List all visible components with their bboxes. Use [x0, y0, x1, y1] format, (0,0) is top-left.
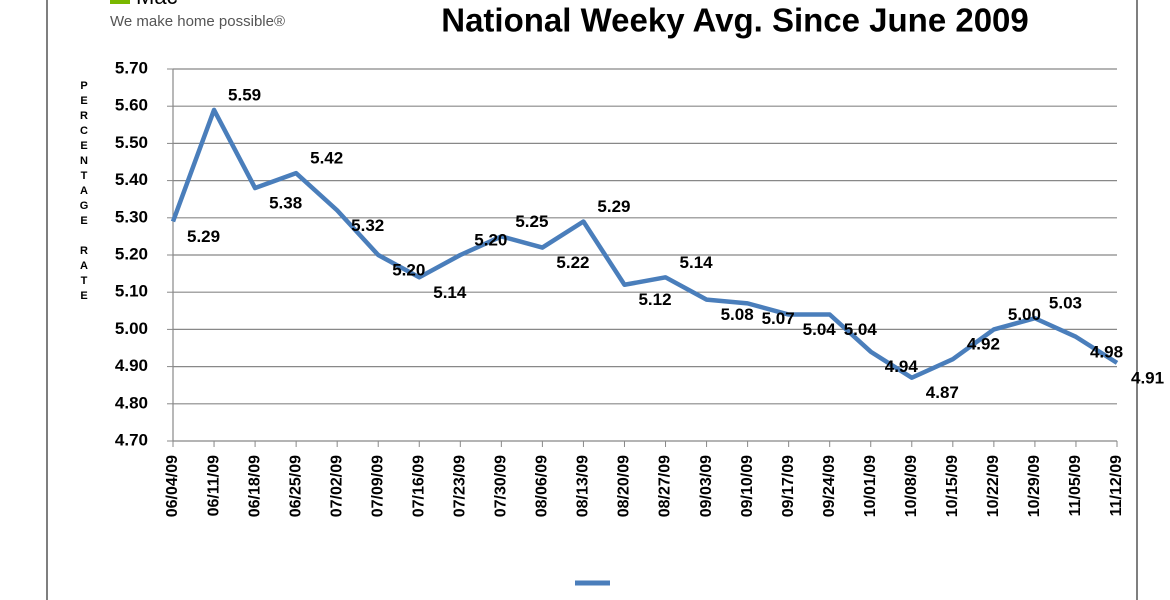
x-tick-label: 10/29/09: [1026, 455, 1043, 517]
logo-tagline: We make home possible®: [110, 13, 285, 30]
x-tick-label: 10/22/09: [985, 455, 1002, 517]
x-tick-label: 10/08/09: [903, 455, 920, 517]
logo-brand: Mac: [136, 0, 178, 9]
x-tick-label: 06/04/09: [164, 455, 181, 517]
data-label: 5.04: [844, 320, 878, 339]
data-label: 5.25: [515, 212, 548, 231]
data-label: 5.20: [474, 230, 507, 249]
data-label: 5.29: [187, 227, 220, 246]
data-line: [170, 107, 1119, 381]
x-tick-label: 09/17/09: [780, 455, 797, 517]
x-tick-label: 08/06/09: [534, 455, 551, 517]
x-tick-label: 07/16/09: [410, 455, 427, 517]
data-label: 5.32: [351, 216, 384, 235]
data-label: 5.03: [1049, 294, 1082, 313]
data-label: 5.04: [803, 320, 837, 339]
y-tick-label: 4.80: [115, 393, 148, 412]
x-tick-label: 09/03/09: [698, 455, 715, 517]
data-label: 5.38: [269, 194, 302, 213]
data-label: 5.14: [680, 253, 714, 272]
data-label: 5.29: [597, 197, 630, 216]
y-tick-label: 5.00: [115, 319, 148, 338]
x-tick-label: 07/23/09: [452, 455, 469, 517]
x-tick-label: 07/09/09: [369, 455, 386, 517]
data-label: 4.91: [1131, 368, 1164, 387]
data-label: 5.14: [433, 283, 467, 302]
data-label: 5.00: [1008, 305, 1041, 324]
y-tick-label: 4.70: [115, 430, 148, 449]
x-tick-label: 08/13/09: [575, 455, 592, 517]
data-label: 5.59: [228, 85, 261, 104]
x-tick-label: 10/01/09: [862, 455, 879, 517]
logo-mark: [110, 0, 130, 4]
x-tick-label: 06/18/09: [246, 455, 263, 517]
x-tick-label: 06/25/09: [287, 455, 304, 517]
x-tick-label: 09/10/09: [739, 455, 756, 517]
data-label: 5.22: [556, 253, 589, 272]
y-tick-label: 5.20: [115, 244, 148, 263]
x-tick-label: 11/05/09: [1067, 455, 1084, 517]
data-label: 4.94: [885, 357, 919, 376]
data-label: 5.07: [762, 309, 795, 328]
y-tick-label: 5.10: [115, 282, 148, 301]
data-label: 5.20: [392, 260, 425, 279]
x-tick-label: 11/12/09: [1108, 455, 1125, 517]
x-tick-label: 07/02/09: [328, 455, 345, 517]
y-tick-label: 5.70: [115, 58, 148, 77]
data-label: 5.08: [721, 305, 754, 324]
data-label: 4.92: [967, 335, 1000, 354]
data-label: 4.87: [926, 383, 959, 402]
chart-title: National Weeky Avg. Since June 2009: [441, 2, 1029, 39]
y-tick-label: 5.40: [115, 170, 148, 189]
x-tick-label: 09/24/09: [821, 455, 838, 517]
data-label: 5.42: [310, 149, 343, 168]
x-tick-label: 08/27/09: [657, 455, 674, 517]
y-tick-label: 4.90: [115, 356, 148, 375]
data-label: 5.12: [638, 290, 671, 309]
y-axis-label: PERCENTAGE RATE: [78, 80, 90, 305]
x-tick-label: 06/11/09: [205, 455, 222, 517]
y-tick-label: 5.50: [115, 133, 148, 152]
x-tick-label: 08/20/09: [616, 455, 633, 517]
y-tick-label: 5.60: [115, 96, 148, 115]
data-label: 4.98: [1090, 342, 1123, 361]
y-tick-label: 5.30: [115, 207, 148, 226]
x-tick-label: 10/15/09: [944, 455, 961, 517]
x-tick-label: 07/30/09: [493, 455, 510, 517]
